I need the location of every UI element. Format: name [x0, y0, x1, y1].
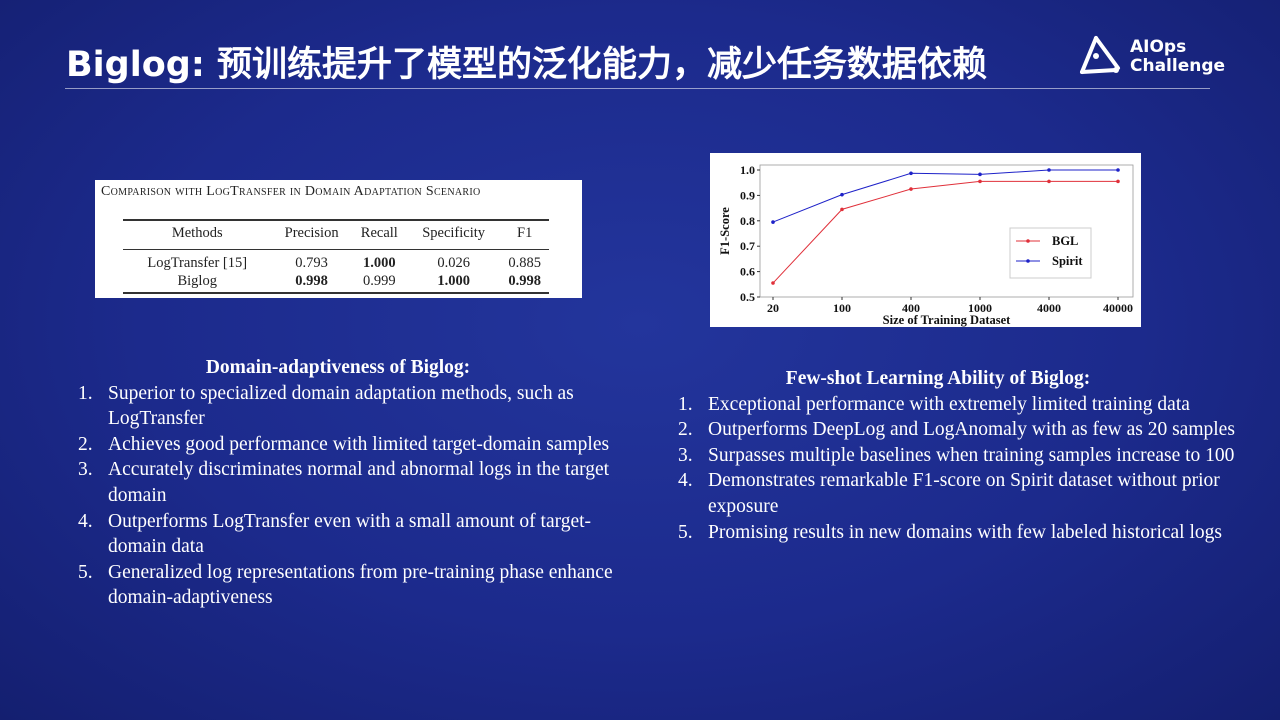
- x-axis-label: Size of Training Dataset: [883, 313, 1011, 327]
- data-point: [909, 187, 913, 191]
- x-tick-label: 100: [833, 301, 851, 315]
- legend-label: BGL: [1052, 234, 1078, 248]
- list-item: 4. Outperforms LogTransfer even with a sm…: [78, 509, 648, 560]
- table-cell: 0.999: [363, 273, 396, 289]
- title-divider: [65, 88, 1210, 89]
- y-tick-label: 0.5: [740, 290, 755, 304]
- table-row: Biglog 0.998 0.999 1.000 0.998: [123, 272, 549, 290]
- data-point: [840, 207, 844, 212]
- data-point: [978, 179, 982, 184]
- legend-box: [1009, 227, 1092, 279]
- list-item-text: Generalized log representations from pre…: [108, 561, 613, 609]
- table-cell: 0.998: [508, 273, 541, 289]
- list-number: 1.: [678, 393, 693, 415]
- list-number: 4.: [78, 510, 93, 532]
- x-tick-label: 1000: [968, 301, 992, 315]
- legend-marker: [1026, 239, 1030, 243]
- legend: BGL Spirit: [1009, 227, 1092, 279]
- list-item-text: Surpasses multiple baselines when traini…: [708, 444, 1235, 466]
- list-number: 3.: [78, 459, 93, 481]
- table-cell: Biglog: [177, 273, 217, 289]
- x-tick-label: 400: [902, 301, 920, 315]
- list-number: 4.: [678, 470, 693, 492]
- list-number: 3.: [678, 444, 693, 466]
- data-point: [771, 281, 775, 285]
- y-tick-label: 1.0: [740, 163, 755, 177]
- table-row: LogTransfer [15] 0.793 1.000 0.026 0.885: [123, 250, 549, 273]
- data-point: [1047, 168, 1051, 172]
- right-heading: Few-shot Learning Ability of Biglog:: [785, 368, 1091, 389]
- logo-text-line1: AIOps: [1130, 37, 1187, 57]
- slide-title: Biglog: 预训练提升了模型的泛化能力，减少任务数据依赖: [66, 45, 988, 85]
- logo-triangle-icon: [1080, 36, 1120, 74]
- table-cell: 1.000: [363, 255, 396, 271]
- f1-score-chart: 0.5 0.6 0.7 0.8 0.9 1.0 20 100 400 1000 4000 40000 S…: [710, 153, 1141, 327]
- list-item: 4. Demonstrates remarkable F1-score on Sp…: [678, 468, 1258, 519]
- left-list: 1. Superior to specialized domain adaptat…: [78, 381, 648, 611]
- list-item: 5. Promising results in new domains with …: [678, 520, 1258, 546]
- list-item-text: Superior to specialized domain adaptatio…: [108, 382, 574, 430]
- table-header: Specificity: [406, 220, 501, 250]
- data-point: [1116, 168, 1120, 172]
- table-cell: 0.793: [295, 255, 328, 271]
- y-tick-label: 0.9: [740, 188, 755, 202]
- data-point: [978, 172, 982, 177]
- table-cell: 0.998: [295, 273, 328, 289]
- table-header: Methods: [123, 220, 272, 250]
- comparison-table: Methods Precision Recall Specificity F1 LogT…: [123, 220, 549, 290]
- list-number: 1.: [78, 382, 93, 404]
- list-item-text: Accurately discriminates normal and abno…: [108, 459, 610, 506]
- list-item-text: Demonstrates remarkable F1-score on Spir…: [708, 470, 1220, 517]
- y-tick-label: 0.6: [740, 265, 755, 279]
- table-caption: Comparison with LogTransfer in Domain Ad…: [101, 184, 481, 199]
- list-item-text: Achieves good performance with limited t…: [108, 433, 610, 455]
- list-item: 5. Generalized log representations from p…: [78, 560, 648, 611]
- data-point: [909, 171, 913, 176]
- list-item-text: Exceptional performance with extremely l…: [708, 393, 1190, 415]
- aiops-challenge-logo: AIOps Challenge: [1078, 34, 1225, 80]
- logo-text-line2: Challenge: [1130, 56, 1226, 76]
- list-item: 3. Surpasses multiple baselines when trai…: [678, 443, 1258, 469]
- table-cell: 1.000: [437, 273, 470, 289]
- data-point: [1116, 179, 1120, 184]
- legend-marker: [1026, 259, 1030, 263]
- y-tick-label: 0.7: [740, 239, 755, 253]
- comparison-table-figure: Comparison with LogTransfer in Domain Ad…: [95, 180, 582, 298]
- table-cell: 0.885: [508, 255, 541, 271]
- data-point: [1047, 179, 1051, 184]
- list-number: 5.: [678, 521, 693, 543]
- list-item: 1. Exceptional performance with extremely…: [678, 392, 1258, 418]
- plot-frame: [759, 164, 1134, 298]
- list-item: 2. Outperforms DeepLog and LogAnomaly wit…: [678, 417, 1258, 443]
- list-number: 5.: [78, 561, 93, 583]
- table-cell: 0.026: [437, 255, 470, 271]
- table-cell: LogTransfer [15]: [147, 255, 248, 271]
- x-tick-label: 20: [767, 301, 779, 315]
- table-header: Precision: [271, 220, 352, 250]
- table-header: F1: [500, 220, 549, 250]
- series-line-spirit: [772, 169, 1118, 223]
- list-item: 1. Superior to specialized domain adaptat…: [78, 381, 648, 432]
- x-tick-label: 40000: [1103, 301, 1133, 315]
- data-point: [840, 192, 844, 197]
- list-number: 2.: [678, 419, 693, 441]
- list-item: 2. Achieves good performance with limited…: [78, 432, 648, 458]
- legend-label: Spirit: [1052, 254, 1083, 268]
- data-point: [771, 220, 775, 224]
- list-item-text: Outperforms LogTransfer even with a smal…: [108, 510, 592, 558]
- table-header: Recall: [351, 220, 407, 250]
- list-item-text: Promising results in new domains with fe…: [708, 521, 1222, 543]
- right-list: 1. Exceptional performance with extremely…: [678, 392, 1258, 546]
- x-tick-label: 4000: [1037, 301, 1061, 315]
- few-shot-section: Few-shot Learning Ability of Biglog: 1. E…: [678, 366, 1258, 545]
- list-item: 3. Accurately discriminates normal and ab…: [78, 457, 648, 508]
- y-tick-label: 0.8: [740, 214, 755, 228]
- domain-adaptiveness-section: Domain-adaptiveness of Biglog: 1. Superio…: [78, 355, 648, 611]
- list-item-text: Outperforms DeepLog and LogAnomaly with …: [708, 419, 1235, 441]
- left-heading: Domain-adaptiveness of Biglog:: [205, 357, 471, 378]
- series-line-bgl: [772, 180, 1118, 284]
- list-number: 2.: [78, 433, 93, 455]
- y-axis-label: F1-Score: [718, 207, 732, 255]
